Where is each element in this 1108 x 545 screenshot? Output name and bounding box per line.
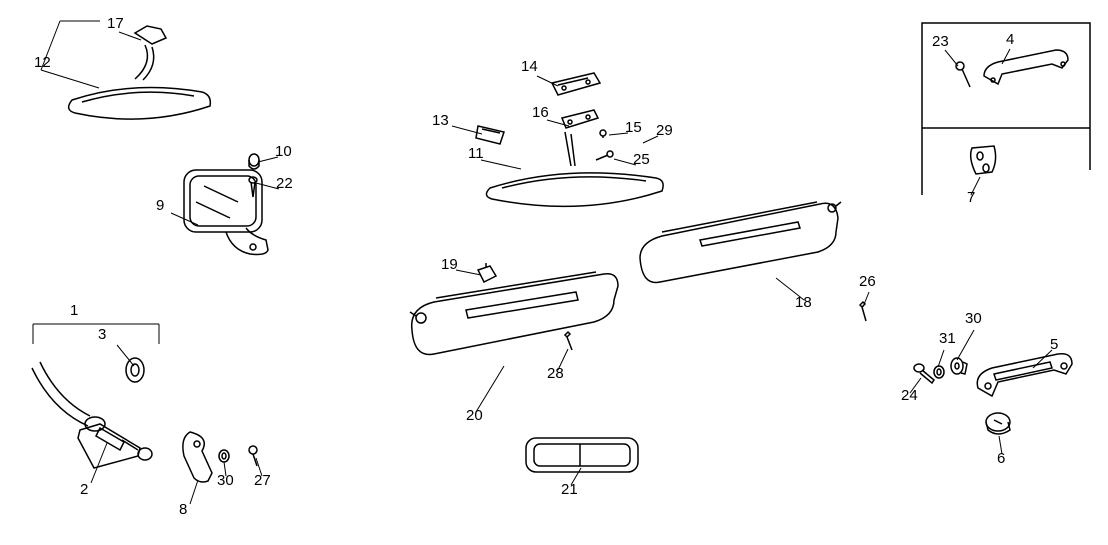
leader-line (476, 366, 504, 412)
callout-29: 29 (656, 122, 673, 139)
leader-line (537, 76, 558, 86)
callout-16: 16 (532, 104, 549, 121)
part-screw-27 (249, 446, 257, 466)
callout-27: 27 (254, 472, 271, 489)
part-cap-nut (249, 154, 259, 169)
part-sunvisor-left (410, 272, 618, 355)
part-bolt-24 (914, 364, 934, 383)
callout-23: 23 (932, 33, 949, 50)
callout-11: 11 (468, 145, 484, 162)
part-washer-30 (219, 450, 229, 462)
leader-line (190, 480, 198, 504)
callout-30b: 30 (965, 310, 982, 327)
leader-line (938, 350, 944, 367)
callout-9: 9 (156, 197, 164, 214)
callout-7: 7 (967, 189, 975, 206)
leader-line (117, 345, 134, 366)
part-grommet-30r (951, 358, 967, 374)
callout-2: 2 (80, 481, 88, 498)
callout-22: 22 (276, 175, 293, 192)
leader-line (41, 70, 99, 88)
leader-line (456, 270, 481, 275)
leader-line (957, 330, 974, 360)
callout-13: 13 (432, 112, 449, 129)
callout-21: 21 (561, 481, 578, 498)
part-screw-28 (565, 332, 572, 350)
callout-12: 12 (34, 54, 51, 71)
callout-17: 17 (107, 15, 124, 32)
callout-19: 19 (441, 256, 458, 273)
part-cap-6 (986, 413, 1010, 434)
part-wedge-13 (476, 126, 504, 144)
callout-20: 20 (466, 407, 483, 424)
part-lighter-assy (32, 358, 152, 468)
callout-18: 18 (795, 294, 812, 311)
part-grab-handle-4 (984, 50, 1068, 84)
callout-3: 3 (98, 326, 106, 343)
part-collar-31 (934, 366, 944, 378)
callout-6: 6 (997, 450, 1005, 467)
callout-5: 5 (1050, 336, 1058, 353)
callout-30: 30 (217, 472, 234, 489)
callout-1: 1 (70, 302, 78, 319)
callout-28: 28 (547, 365, 564, 382)
callout-24: 24 (901, 387, 918, 404)
part-vanity-mirror (526, 438, 638, 472)
part-screw-26 (860, 302, 866, 321)
part-sunvisor-right (640, 202, 841, 283)
part-assist-grip (977, 354, 1072, 396)
leader-line (481, 160, 521, 169)
part-base-plate-14 (552, 73, 600, 95)
callout-31: 31 (939, 330, 956, 347)
parts-diagram-canvas (0, 0, 1108, 545)
leader-line (547, 120, 569, 126)
callout-25: 25 (633, 151, 650, 168)
callout-26: 26 (859, 273, 876, 290)
callout-14: 14 (521, 58, 538, 75)
part-coat-hook-8 (183, 432, 212, 482)
callout-4: 4 (1006, 31, 1014, 48)
leader-line (91, 443, 107, 483)
leader-line (119, 32, 141, 40)
part-clip-19 (478, 263, 496, 282)
callout-10: 10 (275, 143, 292, 160)
leader-line (1002, 49, 1010, 64)
part-bracket-7 (971, 146, 996, 174)
part-rearview-mirror-center (486, 132, 663, 206)
callout-15: 15 (625, 119, 642, 136)
callout-8: 8 (179, 501, 187, 518)
